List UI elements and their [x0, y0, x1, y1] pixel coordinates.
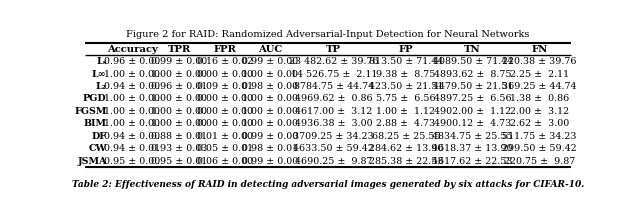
- Text: 1.00 ± 0.00: 1.00 ± 0.00: [104, 119, 160, 128]
- Text: 1.00 ± 0.00: 1.00 ± 0.00: [243, 70, 298, 79]
- Text: JSMA: JSMA: [77, 157, 106, 166]
- Text: 0.00 ± 0.00: 0.00 ± 0.00: [196, 119, 253, 128]
- Text: 4479.50 ± 21.51: 4479.50 ± 21.51: [433, 82, 513, 91]
- Text: 4969.62 ±  0.86: 4969.62 ± 0.86: [295, 94, 372, 103]
- Text: 1.38 ±  0.86: 1.38 ± 0.86: [510, 94, 569, 103]
- Text: 1.00 ± 0.00: 1.00 ± 0.00: [151, 94, 207, 103]
- Text: FGSM: FGSM: [74, 107, 106, 116]
- Text: 4834.75 ± 25.55: 4834.75 ± 25.55: [433, 132, 513, 141]
- Text: 813.50 ± 71.44: 813.50 ± 71.44: [369, 57, 443, 66]
- Text: 369.25 ± 44.74: 369.25 ± 44.74: [502, 82, 577, 91]
- Text: 2.88 ±  4.73: 2.88 ± 4.73: [376, 119, 436, 128]
- Text: 5.75 ±  6.56: 5.75 ± 6.56: [376, 94, 436, 103]
- Text: 4936.38 ±  3.00: 4936.38 ± 3.00: [295, 119, 372, 128]
- Text: 0.00 ± 0.00: 0.00 ± 0.00: [196, 70, 253, 79]
- Text: 0.94 ± 0.01: 0.94 ± 0.01: [104, 144, 160, 153]
- Text: 1.00 ± 0.00: 1.00 ± 0.00: [151, 107, 207, 116]
- Text: 1.00 ± 0.00: 1.00 ± 0.00: [151, 70, 207, 79]
- Text: 0.98 ± 0.01: 0.98 ± 0.01: [243, 144, 298, 153]
- Text: 285.38 ± 22.53: 285.38 ± 22.53: [369, 157, 444, 166]
- Text: 0.99 ± 0.00: 0.99 ± 0.00: [242, 132, 298, 141]
- Text: FP: FP: [399, 45, 413, 54]
- Text: TP: TP: [326, 45, 341, 54]
- Text: 0.99 ± 0.00: 0.99 ± 0.00: [242, 57, 298, 66]
- Text: 4902.00 ±  1.12: 4902.00 ± 1.12: [434, 107, 511, 116]
- Text: 4897.25 ±  6.56: 4897.25 ± 6.56: [434, 94, 511, 103]
- Text: Accuracy: Accuracy: [107, 45, 157, 54]
- Text: 0.00 ± 0.00: 0.00 ± 0.00: [196, 107, 253, 116]
- Text: 1.00 ± 0.00: 1.00 ± 0.00: [243, 119, 298, 128]
- Text: Table 2: Effectiveness of RAID in detecting adversarial images generated by six : Table 2: Effectiveness of RAID in detect…: [72, 180, 584, 189]
- Text: 14 526.75 ±  2.11: 14 526.75 ± 2.11: [291, 70, 377, 79]
- Text: 2.25 ±  2.11: 2.25 ± 2.11: [510, 70, 569, 79]
- Text: TN: TN: [465, 45, 481, 54]
- Text: DF: DF: [92, 132, 106, 141]
- Text: 220.38 ± 39.76: 220.38 ± 39.76: [502, 57, 577, 66]
- Text: FPR: FPR: [213, 45, 236, 54]
- Text: 0.09 ± 0.01: 0.09 ± 0.01: [196, 82, 253, 91]
- Text: 0.16 ± 0.02: 0.16 ± 0.02: [196, 57, 253, 66]
- Text: 1.00 ±  1.12: 1.00 ± 1.12: [376, 107, 435, 116]
- Text: 284.62 ± 13.90: 284.62 ± 13.90: [369, 144, 443, 153]
- Text: 1.00 ± 0.00: 1.00 ± 0.00: [104, 94, 160, 103]
- Text: 4089.50 ± 71.44: 4089.50 ± 71.44: [433, 57, 513, 66]
- Text: TPR: TPR: [168, 45, 191, 54]
- Text: L∞: L∞: [92, 70, 106, 79]
- Text: 4633.50 ± 59.42: 4633.50 ± 59.42: [293, 144, 374, 153]
- Text: 220.75 ±  9.87: 220.75 ± 9.87: [504, 157, 575, 166]
- Text: 0.96 ± 0.01: 0.96 ± 0.01: [151, 82, 207, 91]
- Text: 0.00 ± 0.00: 0.00 ± 0.00: [196, 94, 253, 103]
- Text: 0.88 ± 0.01: 0.88 ± 0.01: [151, 132, 207, 141]
- Text: 2.00 ±  3.12: 2.00 ± 3.12: [510, 107, 569, 116]
- Text: 4690.25 ±  9.87: 4690.25 ± 9.87: [295, 157, 372, 166]
- Text: CW: CW: [88, 144, 106, 153]
- Text: L₂: L₂: [95, 82, 106, 91]
- Text: 423.50 ± 21.51: 423.50 ± 21.51: [369, 82, 443, 91]
- Text: 9.38 ±  8.75: 9.38 ± 8.75: [376, 70, 436, 79]
- Text: 1.00 ± 0.00: 1.00 ± 0.00: [151, 119, 207, 128]
- Text: 1.00 ± 0.00: 1.00 ± 0.00: [104, 107, 160, 116]
- Text: 0.95 ± 0.00: 0.95 ± 0.00: [104, 157, 160, 166]
- Text: 299.50 ± 59.42: 299.50 ± 59.42: [502, 144, 577, 153]
- Text: 8784.75 ± 44.74: 8784.75 ± 44.74: [294, 82, 374, 91]
- Text: 0.99 ± 0.00: 0.99 ± 0.00: [242, 157, 298, 166]
- Text: 0.93 ± 0.03: 0.93 ± 0.03: [151, 144, 207, 153]
- Text: BIM: BIM: [84, 119, 106, 128]
- Text: AUC: AUC: [258, 45, 282, 54]
- Text: 4618.37 ± 13.90: 4618.37 ± 13.90: [433, 144, 513, 153]
- Text: 0.96 ± 0.00: 0.96 ± 0.00: [104, 57, 160, 66]
- Text: 0.06 ± 0.00: 0.06 ± 0.00: [196, 157, 253, 166]
- Text: 0.94 ± 0.00: 0.94 ± 0.00: [104, 132, 160, 141]
- Text: PGD: PGD: [83, 94, 106, 103]
- Text: 4617.00 ±  3.12: 4617.00 ± 3.12: [295, 107, 372, 116]
- Text: 0.01 ± 0.00: 0.01 ± 0.00: [196, 132, 253, 141]
- Text: 0.98 ± 0.00: 0.98 ± 0.00: [243, 82, 298, 91]
- Text: 511.75 ± 34.23: 511.75 ± 34.23: [502, 132, 577, 141]
- Text: FN: FN: [531, 45, 548, 54]
- Text: 2.62 ±  3.00: 2.62 ± 3.00: [510, 119, 569, 128]
- Text: 23 482.62 ± 39.76: 23 482.62 ± 39.76: [289, 57, 379, 66]
- Text: 3709.25 ± 34.23: 3709.25 ± 34.23: [294, 132, 374, 141]
- Text: Figure 2 for RAID: Randomized Adversarial-Input Detection for Neural Networks: Figure 2 for RAID: Randomized Adversaria…: [126, 30, 530, 39]
- Text: 4900.12 ±  4.73: 4900.12 ± 4.73: [434, 119, 511, 128]
- Text: Lₛ: Lₛ: [96, 57, 106, 66]
- Text: 1.00 ± 0.00: 1.00 ± 0.00: [104, 70, 160, 79]
- Text: 0.94 ± 0.00: 0.94 ± 0.00: [104, 82, 160, 91]
- Text: 4893.62 ±  8.75: 4893.62 ± 8.75: [434, 70, 511, 79]
- Text: 1.00 ± 0.00: 1.00 ± 0.00: [243, 107, 298, 116]
- Text: 1.00 ± 0.00: 1.00 ± 0.00: [243, 94, 298, 103]
- Text: 68.25 ± 25.55: 68.25 ± 25.55: [372, 132, 440, 141]
- Text: 0.05 ± 0.01: 0.05 ± 0.01: [196, 144, 253, 153]
- Text: 0.95 ± 0.01: 0.95 ± 0.01: [151, 157, 207, 166]
- Text: 4617.62 ± 22.53: 4617.62 ± 22.53: [433, 157, 513, 166]
- Text: 0.99 ± 0.00: 0.99 ± 0.00: [151, 57, 207, 66]
